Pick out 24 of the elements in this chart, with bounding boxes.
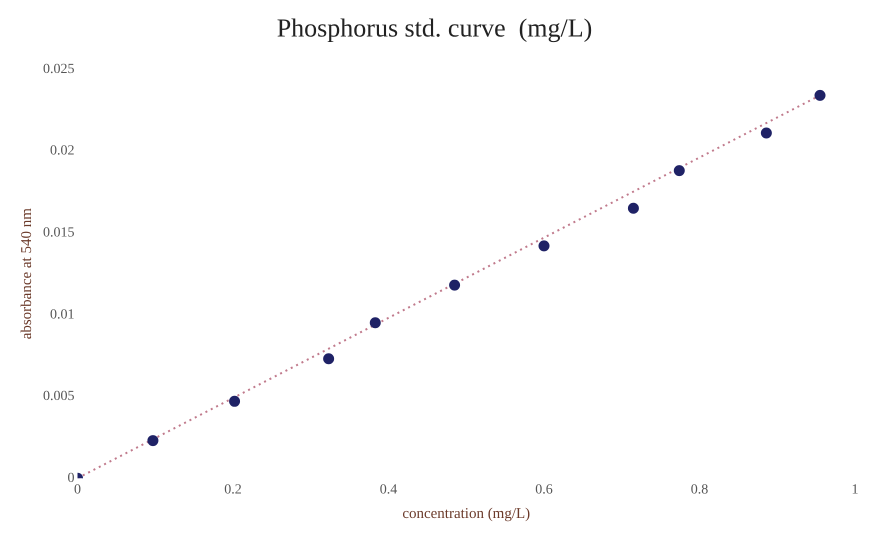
y-tick-label: 0 (68, 470, 74, 486)
x-axis-title: concentration (mg/L) (402, 506, 530, 522)
x-tick-label: 0.2 (224, 482, 242, 498)
x-tick-label: 0.6 (535, 482, 553, 498)
point (628, 202, 639, 214)
point (760, 128, 772, 139)
point (538, 240, 550, 252)
point (147, 435, 158, 446)
point (674, 165, 685, 176)
y-tick-label: 0.01 (50, 307, 74, 322)
y-tick-label: 0.015 (43, 225, 74, 240)
x-tick-label: 1 (852, 482, 858, 498)
x-tick-label: 0.8 (690, 482, 708, 498)
chart-title: Phosphorus std. curve (mg/L) (276, 13, 592, 42)
point (449, 280, 460, 291)
x-tick-label: 0.4 (380, 482, 398, 498)
y-axis-title: absorbance at 540 nm (18, 208, 35, 340)
point (323, 353, 334, 364)
y-tick-label: 0.02 (50, 144, 74, 159)
point (814, 90, 826, 101)
y-tick-label: 0.025 (43, 62, 74, 77)
point (229, 396, 240, 407)
point (370, 317, 381, 328)
y-tick-label: 0.005 (43, 389, 74, 404)
